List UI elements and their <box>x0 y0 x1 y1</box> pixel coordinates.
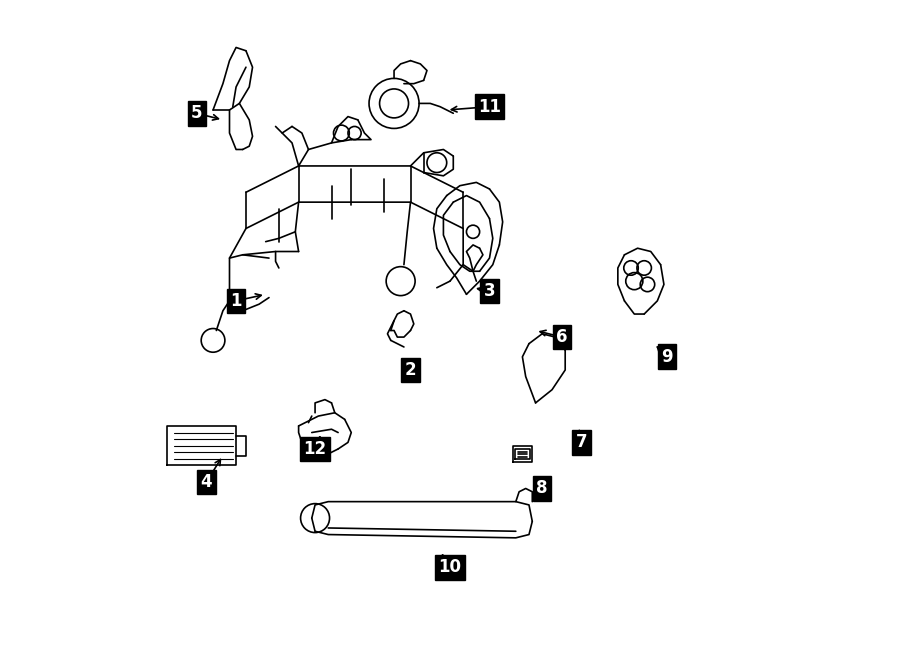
Text: 3: 3 <box>483 282 495 300</box>
Text: 12: 12 <box>303 440 327 458</box>
Text: 4: 4 <box>201 473 212 491</box>
Text: 1: 1 <box>230 292 242 310</box>
Text: 8: 8 <box>536 479 548 498</box>
Text: 11: 11 <box>478 98 501 116</box>
Text: 9: 9 <box>662 348 673 366</box>
Text: 2: 2 <box>405 361 417 379</box>
Text: 5: 5 <box>191 104 202 122</box>
Text: 10: 10 <box>438 559 462 576</box>
Text: 7: 7 <box>576 434 588 451</box>
Text: 6: 6 <box>556 328 568 346</box>
